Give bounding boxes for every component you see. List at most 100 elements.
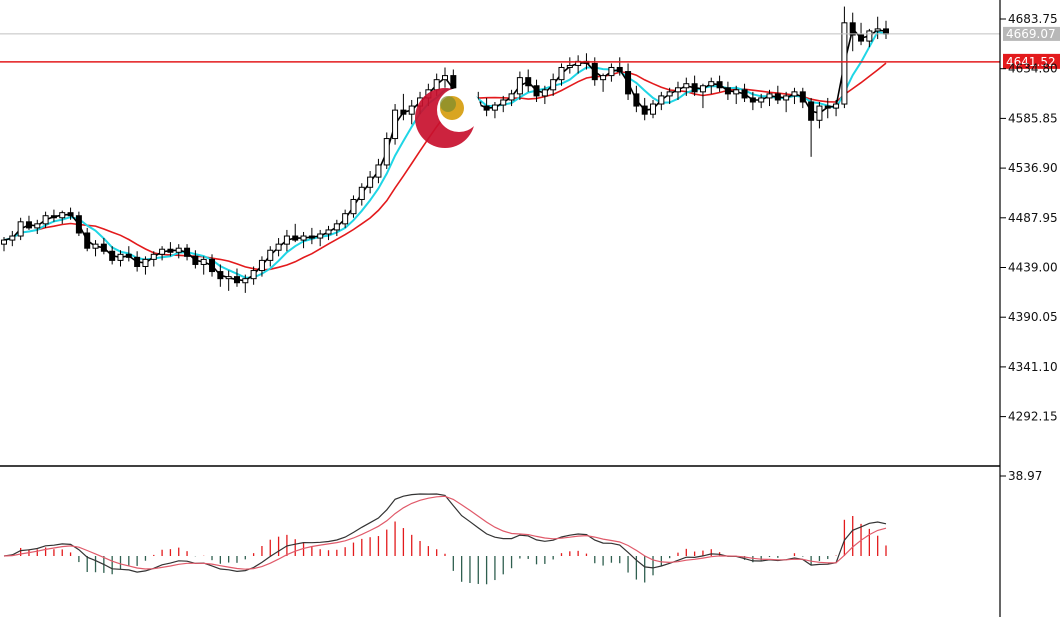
candle-body: [358, 186, 365, 200]
candle-body: [442, 75, 448, 81]
candle: [275, 238, 282, 257]
candle-body: [858, 34, 865, 42]
candle: [600, 73, 607, 92]
candle-body: [766, 93, 773, 99]
candle-body: [9, 235, 16, 241]
candle: [608, 63, 615, 82]
candle: [233, 268, 240, 287]
candle: [125, 246, 132, 262]
price-tick-label: 4390.05: [1008, 310, 1058, 324]
candle-body: [724, 87, 731, 95]
candle: [358, 183, 365, 206]
candle-body: [300, 235, 307, 241]
current-price-tag: [1003, 26, 1060, 41]
candle-body: [533, 85, 540, 97]
candle: [691, 75, 698, 96]
candle-body: [233, 276, 240, 284]
candle-body: [849, 22, 856, 36]
candle-body: [42, 215, 49, 225]
candle: [192, 250, 199, 269]
candle: [533, 79, 540, 103]
current-price-group: 4669.07: [0, 26, 1060, 41]
candle-body: [383, 138, 390, 166]
candle-body: [209, 258, 216, 273]
candle-body: [733, 89, 740, 95]
candle-body: [292, 235, 299, 241]
candle: [75, 211, 82, 237]
candle-body: [716, 81, 723, 89]
candle-body: [117, 253, 124, 261]
candle: [883, 20, 889, 40]
candle-body: [616, 66, 623, 73]
candle: [508, 89, 515, 107]
candle: [658, 91, 665, 111]
candle: [791, 87, 798, 105]
candle: [741, 83, 748, 103]
candle-body: [175, 247, 182, 253]
candle-body: [591, 62, 598, 81]
candle-body: [783, 95, 790, 101]
candle: [34, 219, 41, 234]
candle-body: [874, 28, 881, 32]
candle: [808, 97, 815, 157]
candle-body: [100, 243, 107, 252]
candle: [633, 85, 640, 113]
candle: [866, 28, 873, 48]
candle: [250, 266, 257, 285]
candle: [117, 250, 124, 267]
candle-body: [666, 91, 673, 97]
candle: [375, 158, 382, 184]
candle: [217, 264, 224, 287]
candle-body: [275, 243, 282, 251]
candle-body: [367, 176, 374, 188]
candle-body: [25, 221, 32, 229]
candle: [783, 91, 790, 113]
candle-body: [150, 253, 157, 260]
ma-fast-line: [3, 27, 887, 282]
candle-body: [250, 270, 257, 280]
candle-body: [67, 212, 74, 217]
candle: [758, 93, 765, 109]
candle-body: [142, 258, 149, 267]
candle-body: [708, 81, 715, 87]
candle-body: [125, 253, 132, 258]
candle: [325, 225, 332, 241]
candle-body: [392, 109, 399, 140]
candle-body: [350, 198, 357, 215]
candle-body: [433, 79, 440, 91]
candle: [50, 209, 57, 222]
candle: [134, 251, 141, 272]
candle-body: [159, 248, 166, 255]
candle-body: [109, 250, 116, 261]
candle: [541, 85, 548, 105]
price-axis-ticks: 4683.75 4634.80 4585.85 4536.90 4487.95 4439.…: [1000, 12, 1058, 424]
candle: [317, 229, 324, 247]
candle-body: [508, 93, 515, 101]
current-price-label: 4669.07: [1006, 27, 1056, 41]
candle: [625, 63, 632, 100]
candle-body: [400, 109, 407, 115]
candle-body: [84, 232, 91, 249]
candle-body: [824, 105, 831, 109]
candle-body: [658, 95, 665, 105]
candle-body: [625, 71, 632, 95]
candle-body: [749, 97, 756, 103]
candle: [749, 91, 756, 111]
candle: [350, 195, 357, 218]
candle: [167, 242, 174, 257]
candle-body: [558, 66, 565, 81]
candle-body: [566, 64, 573, 68]
candle-body: [92, 243, 99, 249]
candle-body: [483, 105, 490, 111]
candle: [84, 227, 91, 252]
candle: [683, 77, 690, 96]
candle: [258, 256, 265, 277]
candle: [392, 104, 399, 145]
candle: [25, 215, 32, 230]
candle-body: [650, 103, 657, 115]
candle-body: [808, 101, 815, 121]
candle: [1, 237, 7, 252]
candle-body: [184, 247, 191, 257]
candle: [716, 75, 723, 92]
